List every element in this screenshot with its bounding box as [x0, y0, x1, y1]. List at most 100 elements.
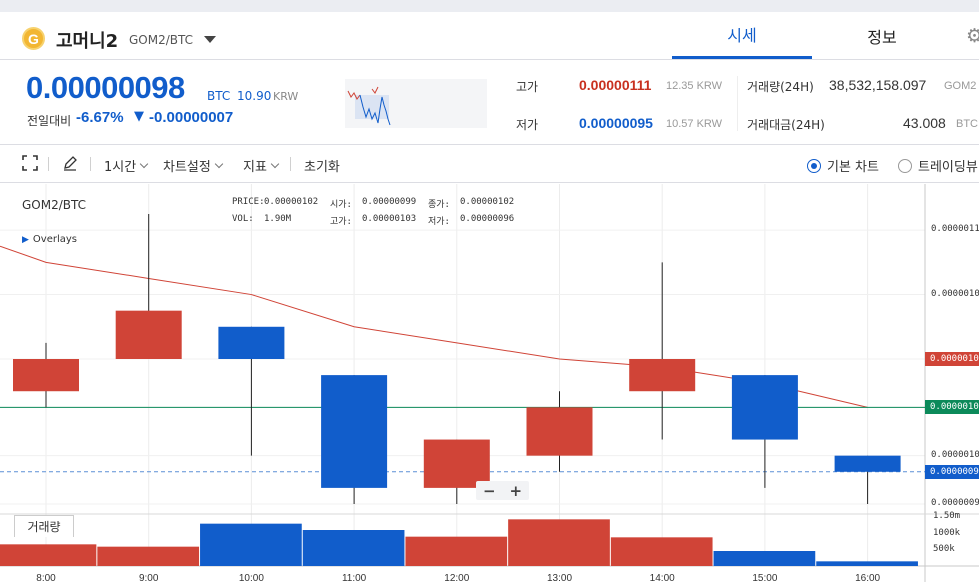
volume-bar: [713, 551, 816, 566]
legend-close-label: 종가:: [428, 200, 450, 210]
volume-bar: [405, 536, 508, 566]
high-value: 0.00000111: [579, 77, 652, 93]
mini-chart-spike: [371, 86, 379, 94]
price-krw-unit: KRW: [273, 90, 299, 103]
volume-tick-label: 1000k: [933, 527, 961, 538]
legend-close: 0.00000102: [460, 197, 515, 207]
tradingview-radio[interactable]: 트레이딩뷰: [898, 156, 978, 175]
time-tick-label: 11:00: [341, 573, 367, 582]
volume-bar: [816, 561, 918, 566]
chart-settings-menu[interactable]: 차트설정: [163, 156, 224, 175]
section-divider: [0, 144, 979, 145]
time-tick-label: 16:00: [855, 573, 881, 582]
legend-open: 0.00000099: [362, 197, 417, 207]
legend-high-label: 고가:: [330, 217, 352, 227]
legend-low-label: 저가:: [428, 217, 450, 227]
indicators-menu[interactable]: 지표: [243, 156, 280, 175]
price-chart[interactable]: GOM2/BTC PRICE: 0.00000102 시가: 0.0000009…: [0, 184, 979, 582]
coin-logo-icon: G: [22, 27, 45, 50]
basic-chart-radio[interactable]: 기본 차트: [807, 156, 879, 175]
chart-canvas: [0, 184, 979, 582]
price-tick-label: 0.0000009: [931, 498, 979, 508]
volume-unit: GOM2: [944, 80, 977, 92]
price-tag: 0.00000098: [925, 464, 979, 479]
volume-bar: [302, 530, 405, 566]
change-label: 전일대비: [27, 114, 72, 128]
mini-chart-down-line: [359, 94, 391, 126]
tradingview-label: 트레이딩뷰: [918, 160, 978, 175]
amount-label: 거래대금(24H): [747, 118, 825, 132]
volume-bar: [200, 523, 302, 566]
low-krw: 10.57 KRW: [666, 118, 723, 130]
amount-unit: BTC: [956, 118, 978, 130]
price-tick-label: 0.0000010: [931, 288, 979, 299]
candle-body: [115, 310, 182, 359]
volume-bar: [97, 546, 200, 566]
price-unit: BTC: [207, 89, 231, 103]
legend-low: 0.00000096: [460, 214, 515, 224]
legend-vol-label: VOL:: [232, 214, 254, 224]
tab-market[interactable]: 시세: [672, 12, 812, 59]
time-tick-label: 14:00: [649, 573, 675, 582]
triangle-right-icon: ▶: [22, 235, 29, 245]
time-tick-label: 8:00: [36, 573, 56, 582]
volume-bar: [0, 544, 97, 566]
volume-tick-label: 500k: [933, 544, 955, 555]
radio-unchecked-icon: [898, 158, 912, 173]
stat-divider: [737, 76, 738, 131]
pencil-icon[interactable]: [62, 155, 78, 171]
toolbar-divider: [290, 157, 291, 171]
time-tick-label: 13:00: [546, 573, 573, 582]
gear-icon[interactable]: ⚙: [966, 25, 979, 47]
volume-label: 거래량(24H): [747, 80, 814, 94]
candle-body: [526, 407, 593, 456]
legend-high: 0.00000103: [362, 214, 417, 224]
down-arrow-icon: ▼: [134, 109, 144, 124]
tab-info[interactable]: 정보: [867, 27, 897, 47]
volume-tab[interactable]: 거래량: [14, 515, 74, 537]
volume-bar: [508, 519, 610, 566]
time-tick-label: 15:00: [752, 573, 778, 582]
time-tick-label: 10:00: [238, 573, 264, 582]
zoom-in-button[interactable]: +: [509, 481, 523, 500]
legend-price-label: PRICE:: [232, 197, 265, 207]
overlays-toggle[interactable]: ▶ Overlays: [22, 234, 77, 245]
reset-button[interactable]: 초기화: [304, 160, 340, 175]
price-tag: 0.0000010: [925, 352, 979, 366]
zoom-controls: − +: [476, 481, 529, 500]
basic-chart-label: 기본 차트: [827, 160, 879, 175]
time-tick-label: 9:00: [138, 573, 159, 582]
indicators-label: 지표: [243, 160, 267, 175]
volume-value: 38,532,158.097: [829, 77, 927, 93]
coin-header: G 고머니2 GOM2/BTC 시세 정보 ⚙: [0, 12, 979, 60]
change-rate: -6.67%: [76, 109, 124, 126]
coin-name[interactable]: 고머니2: [56, 31, 119, 52]
mini-chart: [345, 79, 487, 128]
interval-select[interactable]: 1시간: [104, 156, 149, 175]
price-tick-label: 0.0000010: [931, 449, 979, 460]
candle-body: [218, 326, 285, 359]
fullscreen-icon[interactable]: [22, 155, 38, 171]
chart-settings-label: 차트설정: [163, 160, 211, 175]
chevron-down-icon: [270, 159, 280, 168]
price-krw: 10.90: [237, 89, 272, 103]
time-tick-label: 12:00: [444, 573, 470, 582]
candle-body: [13, 359, 79, 392]
chevron-down-icon: [139, 159, 149, 168]
toolbar-divider: [90, 157, 91, 171]
change-amount: -0.00000007: [149, 109, 234, 126]
toolbar-divider: [48, 157, 49, 171]
legend-open-label: 시가:: [330, 200, 352, 210]
candle-body: [834, 455, 901, 472]
volume-bar: [610, 537, 713, 566]
mini-chart-up-line: [347, 90, 361, 100]
coin-pair: GOM2/BTC: [129, 33, 194, 47]
high-label: 고가: [516, 80, 539, 94]
high-krw: 12.35 KRW: [666, 80, 723, 92]
candle-body: [731, 375, 798, 440]
zoom-out-button[interactable]: −: [482, 481, 496, 500]
interval-label: 1시간: [104, 160, 137, 175]
candle-body: [629, 359, 696, 392]
coin-dropdown-icon[interactable]: [204, 36, 216, 43]
legend-symbol: GOM2/BTC: [22, 198, 87, 212]
